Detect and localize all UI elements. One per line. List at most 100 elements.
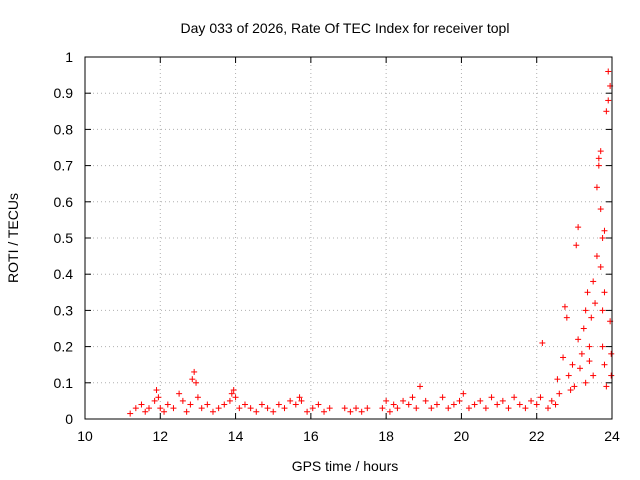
data-point <box>494 401 501 408</box>
data-point <box>247 405 254 412</box>
data-point <box>270 408 277 415</box>
data-point <box>582 307 589 314</box>
data-point <box>142 408 149 415</box>
data-point <box>287 397 294 404</box>
data-point <box>170 405 177 412</box>
data-point <box>383 397 390 404</box>
x-tick-label: 10 <box>77 428 93 444</box>
data-point <box>582 379 589 386</box>
data-point <box>358 408 365 415</box>
data-point <box>151 397 158 404</box>
data-point <box>221 401 228 408</box>
data-point <box>191 368 198 375</box>
data-point <box>176 390 183 397</box>
data-point <box>281 405 288 412</box>
data-point <box>230 387 237 394</box>
y-tick-label: 0.4 <box>54 266 74 282</box>
x-tick-label: 20 <box>454 428 470 444</box>
x-tick-label: 12 <box>152 428 168 444</box>
data-point <box>209 408 216 415</box>
data-point <box>296 394 303 401</box>
y-tick-label: 0.6 <box>54 194 74 210</box>
data-point <box>155 394 162 401</box>
y-tick-label: 0.5 <box>54 230 74 246</box>
data-point <box>477 397 484 404</box>
data-point <box>584 289 591 296</box>
data-point <box>537 394 544 401</box>
data-point <box>304 408 311 415</box>
data-point <box>586 343 593 350</box>
data-point <box>601 289 608 296</box>
data-point <box>573 242 580 249</box>
data-point <box>592 300 599 307</box>
data-point <box>309 405 316 412</box>
x-axis-label: GPS time / hours <box>292 458 399 474</box>
y-tick-label: 0.2 <box>54 339 74 355</box>
data-point <box>236 405 243 412</box>
data-point <box>379 405 386 412</box>
chart-title: Day 033 of 2026, Rate Of TEC Index for r… <box>181 20 510 36</box>
data-point <box>608 350 615 357</box>
data-point <box>292 401 299 408</box>
data-point <box>605 68 612 75</box>
data-point <box>179 397 186 404</box>
data-point <box>353 405 360 412</box>
data-point <box>595 162 602 169</box>
data-point <box>605 97 612 104</box>
data-point <box>575 336 582 343</box>
data-point <box>428 405 435 412</box>
data-point <box>215 405 222 412</box>
data-point <box>153 387 160 394</box>
data-point <box>597 148 604 155</box>
data-point <box>460 390 467 397</box>
data-point <box>439 394 446 401</box>
data-point <box>516 401 523 408</box>
data-point <box>187 401 194 408</box>
data-point <box>364 405 371 412</box>
y-tick-label: 0.7 <box>54 158 74 174</box>
y-tick-label: 0.8 <box>54 121 74 137</box>
data-point <box>204 401 211 408</box>
data-points <box>127 68 615 417</box>
data-point <box>499 397 506 404</box>
x-tick-label: 24 <box>604 428 620 444</box>
y-tick-label: 0.9 <box>54 85 74 101</box>
data-point <box>390 401 397 408</box>
x-tick-labels: 10 12 14 16 18 20 22 24 <box>77 428 620 444</box>
data-point <box>593 184 600 191</box>
data-point <box>433 401 440 408</box>
y-tick-label: 0 <box>65 411 73 427</box>
data-point <box>588 314 595 321</box>
data-point <box>341 405 348 412</box>
data-point <box>522 405 529 412</box>
data-point <box>593 253 600 260</box>
y-tick-label: 1 <box>65 49 73 65</box>
data-point <box>258 401 265 408</box>
data-point <box>127 410 134 417</box>
data-point <box>264 405 271 412</box>
data-point <box>580 325 587 332</box>
data-point <box>226 397 233 404</box>
plot-frame <box>84 56 613 420</box>
data-point <box>563 314 570 321</box>
data-point <box>539 339 546 346</box>
data-point <box>577 365 584 372</box>
data-point <box>326 405 333 412</box>
data-point <box>471 401 478 408</box>
data-point <box>590 278 597 285</box>
data-point <box>193 379 200 386</box>
data-point <box>157 405 164 412</box>
data-point <box>198 405 205 412</box>
data-point <box>321 408 328 415</box>
y-axis-label: ROTI / TECUs <box>5 193 21 283</box>
data-point <box>545 405 552 412</box>
data-point <box>232 394 239 401</box>
x-tick-label: 18 <box>378 428 394 444</box>
data-point <box>599 235 606 241</box>
data-point <box>601 361 608 368</box>
data-point <box>488 394 495 401</box>
data-point <box>556 390 563 397</box>
y-tick-labels: 0 0.1 0.2 0.3 0.4 0.5 0.6 0.7 0.8 0.9 1 <box>54 49 74 427</box>
data-point <box>241 401 248 408</box>
